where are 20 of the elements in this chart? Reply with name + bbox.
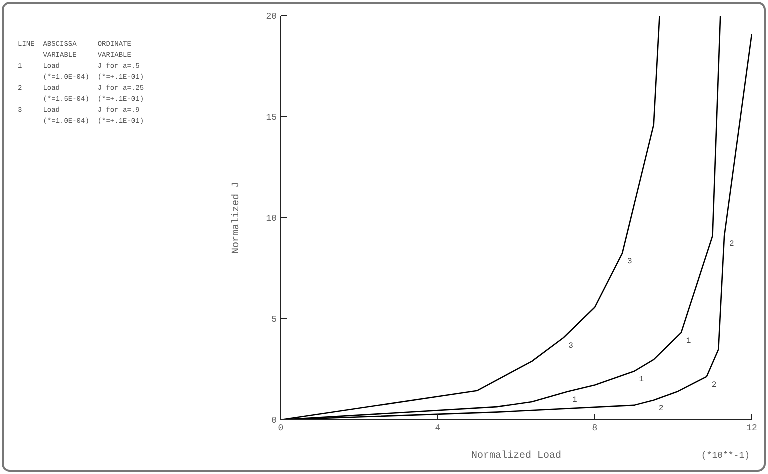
- y-tick-label: 10: [266, 214, 277, 224]
- text: 3: [568, 342, 574, 351]
- text: 2: [658, 404, 664, 414]
- y-tick-label: 15: [266, 113, 277, 124]
- series-label: 2: [730, 240, 735, 250]
- series-label: 3: [627, 258, 632, 267]
- y-tick-label: 0: [272, 416, 277, 426]
- series-label: 1: [572, 396, 578, 405]
- y-axis-title: Normalized J: [230, 182, 243, 254]
- text: 2: [712, 380, 717, 390]
- x-axis-title: Normalized Load: [471, 450, 562, 462]
- text: 1: [686, 336, 692, 346]
- x-tick-label: 0: [278, 423, 284, 434]
- x-tick-label: 4: [435, 423, 441, 434]
- y-tick-label: 20: [266, 12, 277, 22]
- x-tick-label: 12: [746, 423, 758, 434]
- text: (*10**-1): [701, 451, 750, 461]
- text: 1: [639, 376, 644, 385]
- y-tick-label: 5: [272, 315, 277, 326]
- x-tick-label: 8: [592, 423, 598, 434]
